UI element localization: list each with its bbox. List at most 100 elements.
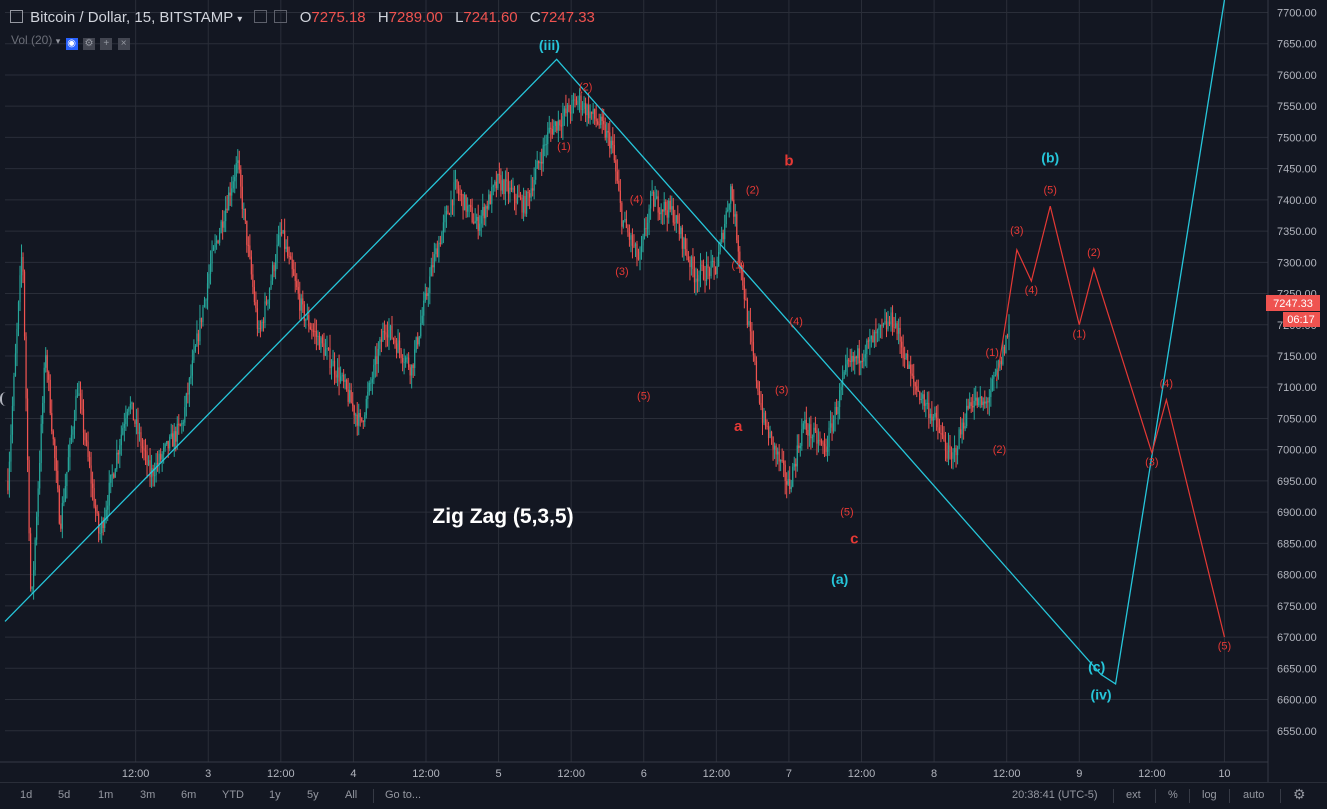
candle-body	[474, 220, 476, 224]
candle-body	[864, 354, 866, 358]
candle-body	[439, 242, 441, 245]
candle-body	[737, 240, 739, 252]
candle-body	[772, 436, 774, 450]
volume-label[interactable]: Vol (20)	[11, 33, 53, 47]
eye-icon[interactable]: ◉	[65, 38, 78, 50]
candle-body	[445, 210, 448, 216]
candle-body	[519, 197, 522, 199]
candle-body	[678, 223, 680, 235]
range-5d[interactable]: 5d	[58, 789, 71, 801]
settings-icon[interactable]	[254, 10, 268, 23]
candle-body	[389, 325, 392, 330]
compare-icon[interactable]	[10, 10, 23, 23]
chevron-down-icon[interactable]: ▾	[55, 36, 61, 46]
candle-body	[557, 120, 559, 131]
candle-body	[8, 461, 11, 491]
candle-body	[959, 429, 962, 435]
candle-body	[754, 355, 756, 362]
candle-body	[589, 111, 591, 119]
candle-body	[429, 276, 431, 294]
candle-body	[368, 382, 370, 392]
range-1m[interactable]: 1m	[98, 789, 114, 801]
candle-body	[817, 439, 820, 444]
range-5y[interactable]: 5y	[307, 789, 319, 801]
candle-body	[677, 215, 679, 224]
candle-body	[760, 402, 762, 408]
candle-body	[985, 401, 987, 404]
candle-body	[199, 317, 201, 342]
close-icon[interactable]: ×	[117, 38, 130, 50]
candle-body	[433, 254, 435, 268]
candle-body	[253, 287, 255, 303]
candle-body	[769, 431, 771, 439]
candle-body	[863, 357, 865, 362]
candle-body	[247, 244, 249, 246]
candle-body	[321, 337, 324, 344]
candle-body	[203, 299, 206, 307]
symbol-title[interactable]: Bitcoin / Dollar, 15, BITSTAMP	[30, 9, 234, 26]
gear-icon[interactable]: ⚙	[1293, 786, 1306, 802]
candle-body	[696, 278, 699, 282]
settings-icon[interactable]: ⚙	[82, 38, 95, 50]
candle-body	[119, 445, 121, 455]
candle-body	[237, 160, 239, 163]
clock[interactable]: 20:38:41 (UTC-5)	[1012, 789, 1098, 801]
candle-body	[938, 427, 941, 434]
candle-body	[163, 447, 165, 455]
candle-body	[143, 448, 145, 451]
high-label: H	[377, 9, 389, 26]
eye-icon[interactable]	[273, 10, 287, 23]
range-6m[interactable]: 6m	[181, 789, 197, 801]
price-tick-label: 7150.00	[1277, 351, 1317, 363]
candle-body	[488, 194, 490, 209]
candle-body	[882, 323, 885, 326]
countdown-box	[1283, 312, 1320, 327]
candle-body	[406, 357, 408, 359]
plus-icon[interactable]: +	[100, 38, 113, 50]
candle-body	[329, 348, 331, 369]
divider	[1113, 789, 1114, 803]
toggle-auto[interactable]: auto	[1243, 789, 1265, 801]
candle-body	[96, 511, 98, 514]
candle-body	[879, 324, 882, 328]
candle-body	[146, 451, 148, 466]
candle-body	[17, 302, 20, 330]
candle-body	[659, 212, 661, 215]
range-ytd[interactable]: YTD	[222, 789, 244, 801]
candle-body	[751, 331, 753, 342]
goto-button[interactable]: Go to...	[385, 789, 422, 801]
candle-body	[746, 300, 748, 325]
candle-body	[7, 480, 9, 491]
candle-body	[88, 457, 91, 466]
chevron-down-icon[interactable]: ▾	[237, 14, 243, 25]
scroll-handle[interactable]	[0, 392, 6, 406]
candle-body	[398, 340, 401, 350]
candle-body	[767, 426, 770, 439]
range-all[interactable]: All	[345, 789, 358, 801]
candle-body	[324, 349, 327, 356]
range-3m[interactable]: 3m	[140, 789, 156, 801]
candle-body	[460, 194, 463, 196]
candle-body	[373, 364, 375, 380]
candle-body	[208, 273, 210, 284]
candle-body	[259, 328, 262, 330]
candle-body	[813, 427, 815, 438]
candle-body	[157, 462, 159, 465]
candle-body	[920, 398, 922, 401]
candle-body	[872, 335, 874, 343]
candle-body	[184, 407, 186, 423]
range-1d[interactable]: 1d	[20, 789, 33, 801]
toggle-log[interactable]: log	[1202, 789, 1217, 801]
open-value: 7275.18	[311, 9, 366, 26]
minor-wave-label: (2)	[746, 185, 759, 197]
subwave-label: c	[850, 530, 858, 547]
toggle-ext[interactable]: ext	[1126, 789, 1141, 801]
candle-body	[294, 275, 296, 281]
range-1y[interactable]: 1y	[269, 789, 281, 801]
candle-body	[640, 245, 643, 252]
candle-body	[137, 419, 139, 434]
candle-body	[111, 474, 113, 476]
candle-body	[468, 205, 470, 207]
toggle-percent[interactable]: %	[1168, 789, 1178, 801]
